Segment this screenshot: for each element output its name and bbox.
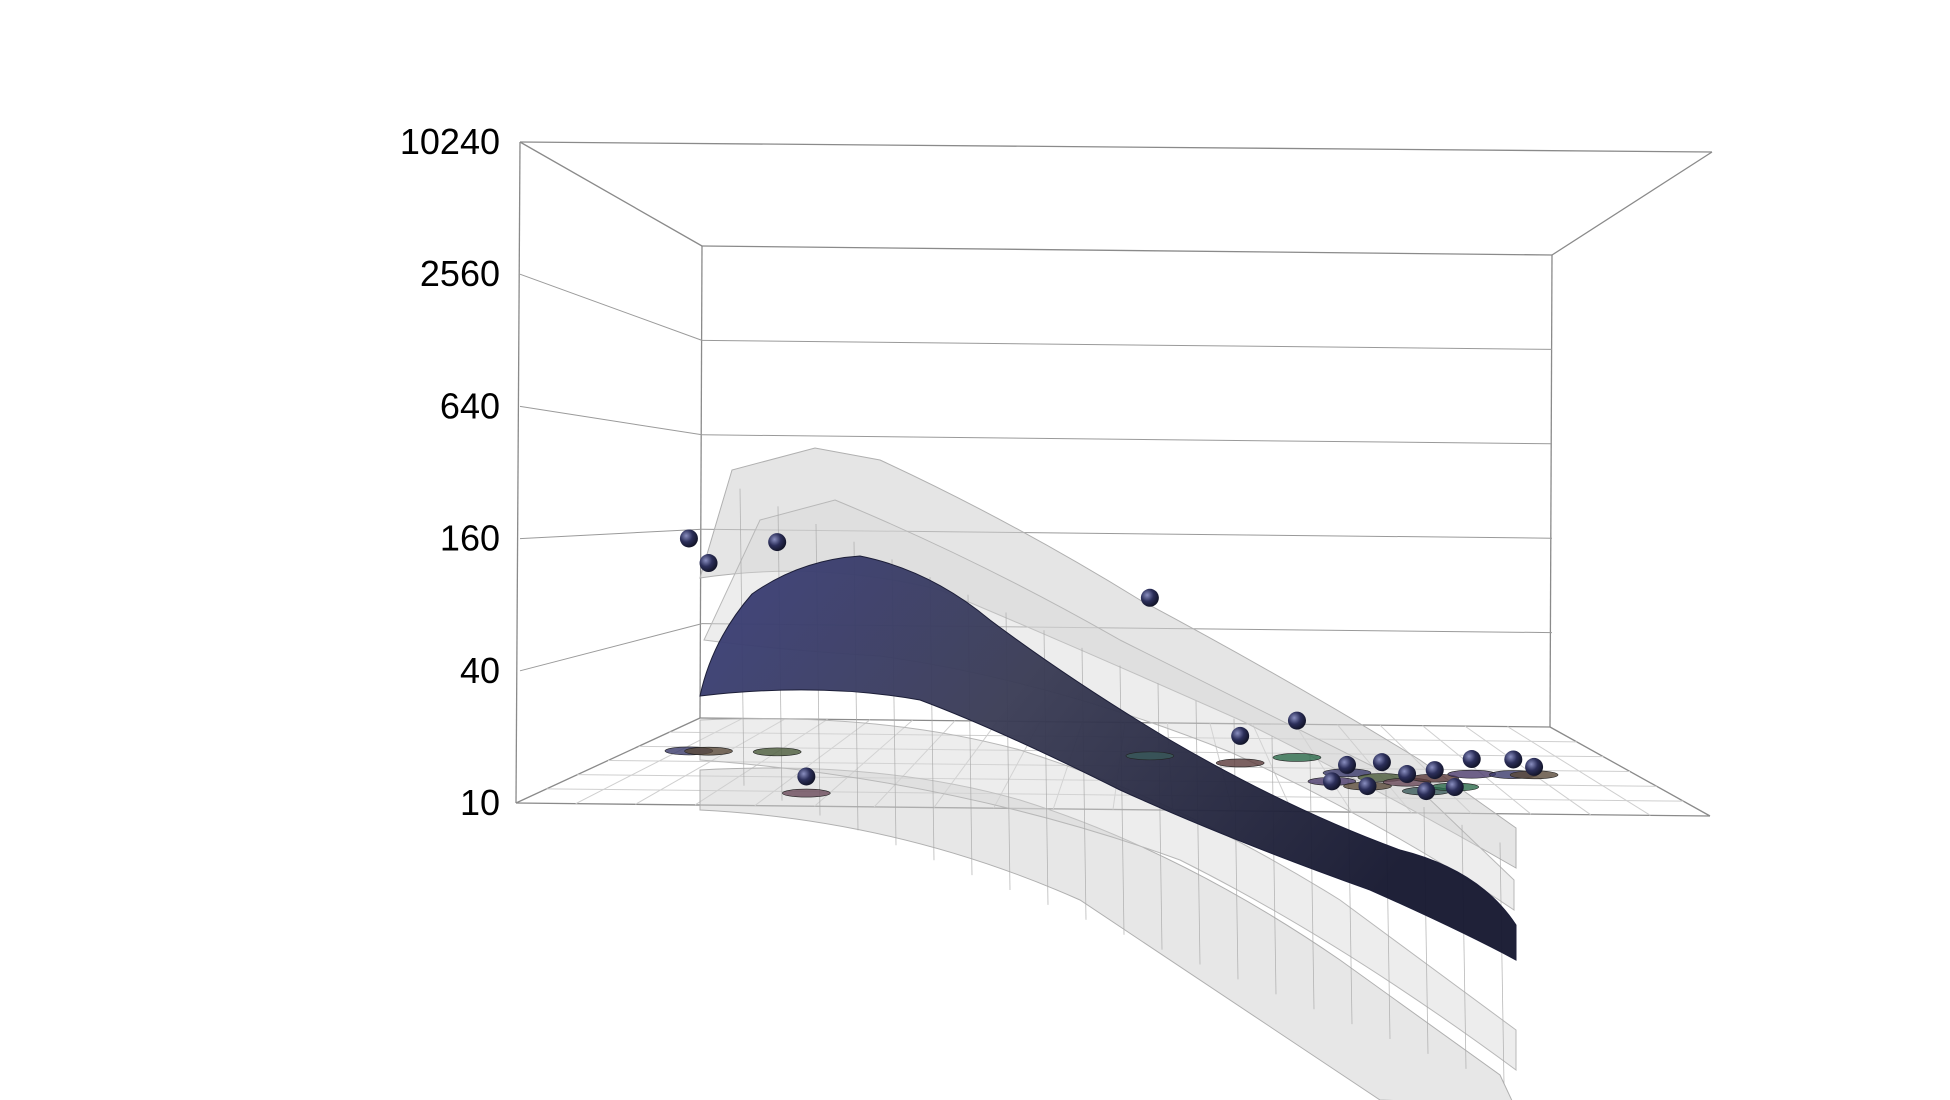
data-point: [768, 533, 787, 552]
mesh-line: [1309, 754, 1315, 1010]
data-point: [1462, 750, 1481, 769]
point-shadow: [684, 746, 733, 756]
data-point: [1338, 755, 1357, 774]
mesh-line: [1195, 700, 1201, 965]
z-grid-line: [701, 434, 1553, 445]
mesh-line: [1347, 771, 1353, 1025]
data-point: [1140, 588, 1159, 607]
z-grid-line: [519, 528, 703, 540]
data-point: [1287, 711, 1306, 730]
box-edge: [701, 245, 1553, 256]
point-shadow: [1272, 753, 1322, 762]
box-edge: [519, 141, 703, 247]
data-point: [1372, 753, 1391, 772]
z-tick-label: 10: [460, 782, 500, 823]
point-shadow: [1447, 769, 1497, 779]
data-point: [1322, 772, 1341, 791]
fit-surface: [699, 555, 1517, 961]
mesh-line: [1499, 842, 1505, 1084]
box-edge: [519, 141, 1713, 153]
data-point: [1231, 726, 1250, 745]
data-point: [1358, 777, 1377, 796]
data-point: [1425, 761, 1444, 780]
mesh-line: [1423, 807, 1429, 1054]
data-point: [1504, 750, 1523, 769]
point-shadow: [782, 788, 831, 798]
data-point: [679, 529, 698, 548]
box-edge: [1549, 254, 1553, 728]
data-point: [1417, 782, 1436, 801]
data-point: [797, 767, 816, 786]
box-edge: [699, 245, 703, 719]
z-grid-line: [519, 273, 703, 341]
data-point: [699, 554, 718, 573]
z-tick-label: 10240: [400, 121, 500, 162]
mesh-line: [1157, 683, 1163, 950]
z-tick-labels: 10240 2560 640 160 40 10: [400, 121, 500, 823]
z-tick-label: 40: [460, 650, 500, 691]
data-points: [679, 529, 1544, 801]
plot-box: [515, 141, 1713, 817]
box-edge: [515, 141, 521, 804]
lower-confidence-surface: [699, 767, 1513, 1100]
box-edge: [1551, 151, 1713, 256]
z-grid-line: [519, 405, 703, 436]
data-point: [1525, 757, 1544, 776]
mesh-line: [1271, 736, 1277, 995]
z-tick-label: 160: [440, 518, 500, 559]
z-tick-label: 2560: [420, 253, 500, 294]
z-grid-line: [519, 623, 703, 672]
point-shadow: [1215, 758, 1265, 768]
data-point: [1445, 778, 1464, 797]
mesh-line: [1385, 789, 1391, 1040]
point-shadow: [1125, 751, 1175, 761]
mesh-line: [1461, 824, 1467, 1069]
z-tick-label: 640: [440, 385, 500, 426]
z-grid-line: [701, 339, 1553, 350]
data-point: [1398, 765, 1417, 784]
point-shadow: [752, 747, 802, 757]
